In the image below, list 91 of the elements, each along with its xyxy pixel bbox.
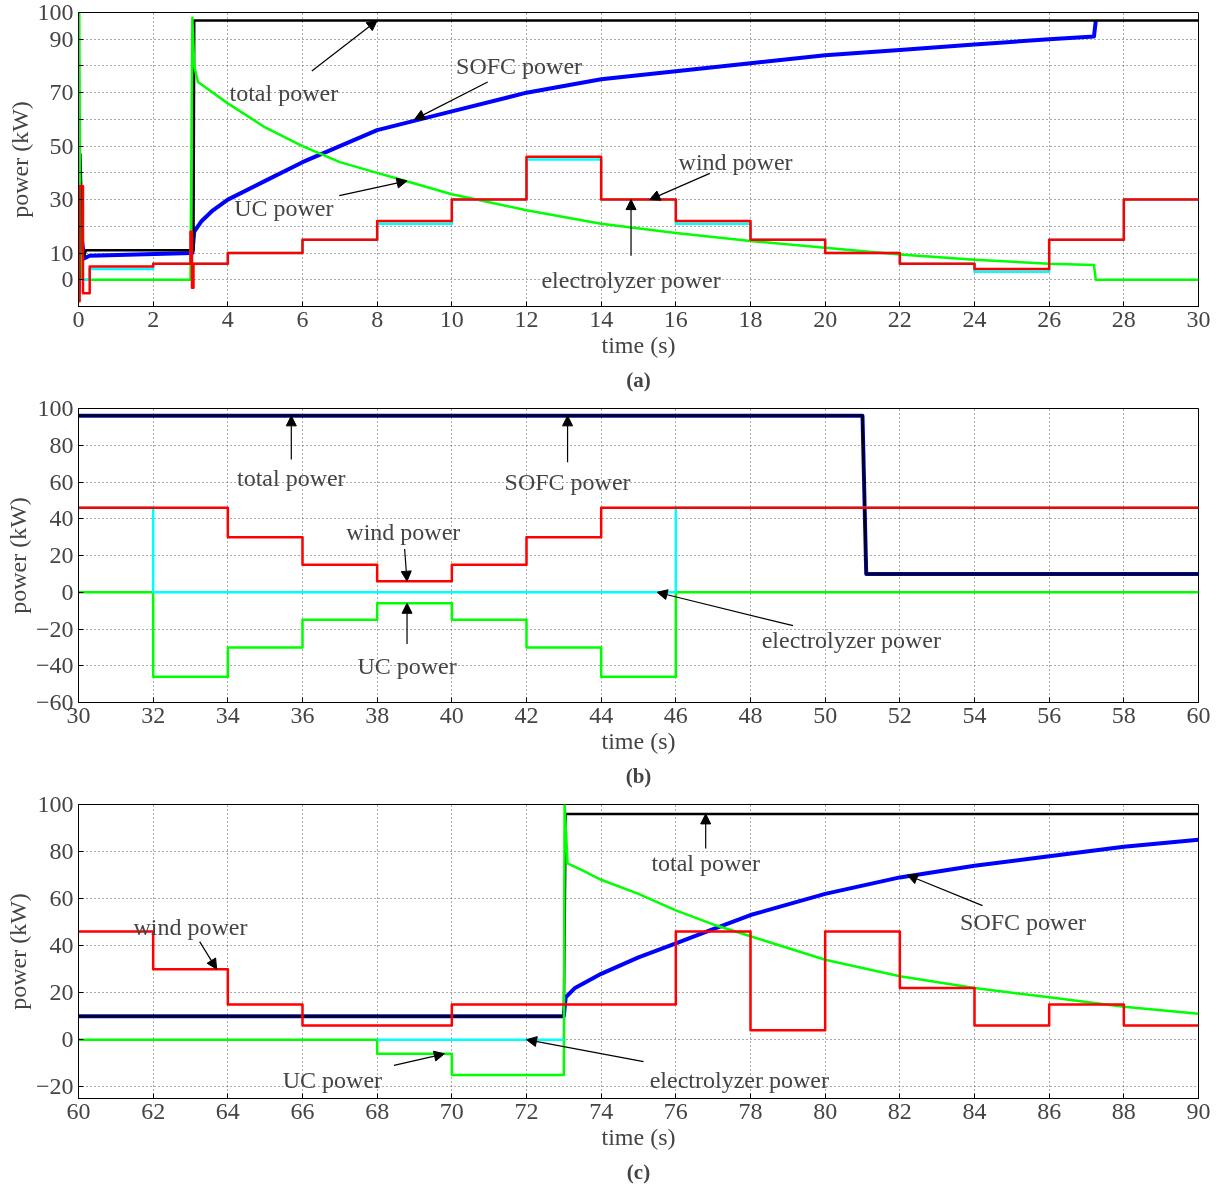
annotation: UC power [282,1066,383,1093]
annotation: electrolyzer power [761,627,941,654]
x-tick-label: 74 [589,1097,614,1124]
x-tick-label: 56 [1037,701,1062,728]
x-tick-label: 4 [221,305,234,332]
annotation: UC power [357,652,457,679]
y-tick-label: 100 [37,395,74,421]
x-tick-label: 38 [365,701,390,728]
y-axis-title: power (kW) [4,893,31,1010]
x-tick-label: 44 [589,701,614,728]
y-tick-label: 40 [49,505,74,532]
annotation: electrolyzer power [649,1066,829,1093]
annotation: total power [651,850,761,877]
x-tick-label: 46 [663,701,688,728]
y-tick-label: 0 [61,578,74,605]
y-tick-label: 80 [49,838,74,865]
x-tick-label: 6 [296,305,309,332]
y-tick-label: 90 [49,25,74,52]
x-tick-label: 58 [1111,701,1136,728]
x-tick-label: 84 [962,1097,987,1124]
x-tick-label: 50 [813,701,838,728]
y-tick-label: 0 [61,266,74,293]
y-tick-label: 40 [49,932,74,959]
y-axis-title: power (kW) [4,497,31,614]
x-tick-label: 30 [1186,305,1211,332]
y-tick-label: 20 [49,542,74,568]
x-tick-label: 42 [514,701,539,728]
x-tick-label: 28 [1111,305,1136,332]
annotation: SOFC power [504,469,631,495]
x-tick-label: 90 [1186,1097,1211,1124]
x-axis-title: time (s) [601,727,676,754]
y-tick-label: 100 [37,791,74,817]
y-tick-label: −20 [35,1073,74,1100]
x-tick-label: 34 [215,701,240,728]
x-tick-label: 18 [738,305,763,332]
x-tick-label: 10 [439,305,464,332]
text: (c) [626,1159,651,1184]
text: (a) [626,367,651,392]
x-tick-label: 76 [663,1097,688,1124]
annotation: wind power [133,913,248,940]
y-tick-label: 20 [49,979,74,1006]
annotation: SOFC power [456,52,583,79]
x-tick-label: 62 [141,1097,166,1124]
x-tick-label: 22 [887,305,912,332]
x-axis-title: time (s) [601,331,676,358]
text: (b) [625,763,652,788]
y-tick-label: 100 [37,0,74,25]
x-tick-label: 52 [887,701,912,728]
x-tick-label: 64 [215,1097,240,1124]
x-tick-label: 48 [738,701,763,728]
y-tick-label: −40 [35,652,74,679]
y-tick-label: 60 [49,885,74,912]
annotation: total power [229,79,339,106]
annotation: wind power [346,518,461,545]
y-tick-label: 60 [49,468,74,495]
x-tick-label: 88 [1111,1097,1136,1124]
x-tick-label: 54 [962,701,987,728]
annotation: electrolyzer power [541,266,721,293]
x-tick-label: 2 [147,305,160,332]
x-tick-label: 86 [1037,1097,1062,1124]
x-tick-label: 68 [365,1097,390,1124]
y-tick-label: −20 [35,615,74,642]
y-axis-title: power (kW) [6,101,33,218]
x-tick-label: 20 [813,305,838,332]
x-tick-label: 60 [1186,701,1211,728]
x-tick-label: 72 [514,1097,539,1124]
y-tick-label: 0 [61,1026,74,1053]
x-tick-label: 14 [589,305,614,332]
x-tick-label: 80 [813,1097,838,1124]
x-tick-label: 32 [141,701,166,728]
y-tick-label: 50 [49,132,74,159]
annotation: SOFC power [960,909,1087,936]
y-tick-label: 30 [49,186,74,213]
x-tick-label: 40 [439,701,464,728]
x-tick-label: 82 [887,1097,912,1124]
x-tick-label: 16 [663,305,688,332]
annotation: total power [236,465,346,492]
x-tick-label: 26 [1037,305,1062,332]
x-tick-label: 36 [290,701,315,728]
x-tick-label: 66 [290,1097,315,1124]
y-tick-label: 80 [49,431,74,458]
x-tick-label: 8 [371,305,384,332]
x-tick-label: 70 [439,1097,464,1124]
annotation: UC power [234,194,334,221]
y-tick-label: 70 [49,79,74,106]
x-tick-label: 12 [514,305,539,332]
y-tick-label: 10 [49,239,74,266]
x-tick-label: 78 [738,1097,763,1124]
annotation: wind power [678,149,793,176]
x-tick-label: 24 [962,305,987,332]
x-axis-title: time (s) [601,1123,676,1150]
